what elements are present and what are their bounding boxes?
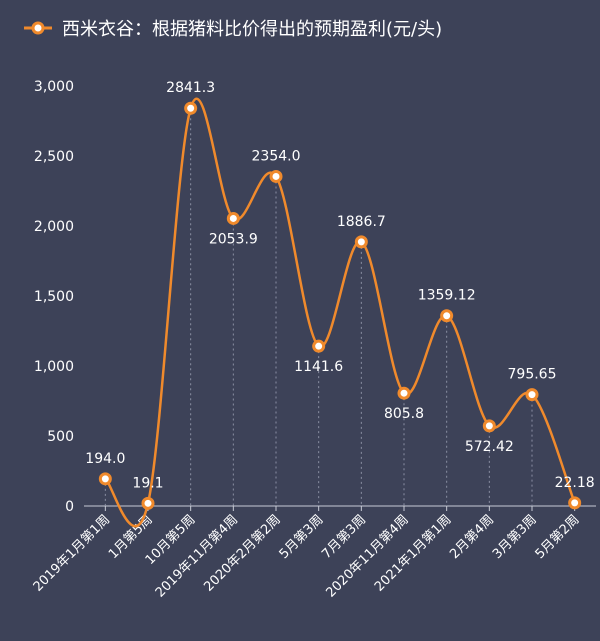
drop-lines (104, 108, 576, 506)
y-tick-label: 1,000 (34, 359, 74, 375)
data-point (568, 496, 582, 510)
data-label: 1141.6 (294, 359, 343, 375)
data-point (226, 211, 240, 225)
legend-marker-icon (31, 21, 45, 35)
x-tick-label: 3月第3周 (490, 512, 540, 562)
data-point (141, 496, 155, 510)
y-tick-label: 0 (65, 499, 74, 515)
data-label: 572.42 (465, 439, 514, 455)
data-point (354, 235, 368, 249)
x-tick-label: 2020年2月第2周 (201, 512, 283, 594)
y-tick-label: 2,000 (34, 219, 74, 235)
legend: 西米衣谷：根据猪料比价得出的预期盈利(元/头) (24, 19, 442, 40)
data-point (440, 309, 454, 323)
series-line (104, 97, 576, 528)
x-tick-label: 5月第3周 (277, 512, 327, 562)
x-axis: 2019年1月第1周1月第5周10月第5周2019年11月第4周2020年2月第… (31, 505, 596, 601)
data-label: 1359.12 (418, 288, 476, 304)
data-point (482, 419, 496, 433)
data-label: 1886.7 (337, 214, 386, 230)
data-labels: 194.0 19.1 2841.3 2053.9 2354.0 1141.6 1886.7 8… (85, 80, 594, 491)
data-label: 22.18 (555, 475, 595, 491)
legend-label: 西米衣谷：根据猪料比价得出的预期盈利(元/头) (62, 19, 442, 40)
data-point (312, 339, 326, 353)
y-tick-label: 1,500 (34, 289, 74, 305)
data-point (525, 388, 539, 402)
data-point (397, 386, 411, 400)
y-tick-label: 3,000 (34, 79, 74, 95)
y-tick-label: 500 (47, 429, 74, 445)
y-axis: 0 500 1,000 1,500 2,000 2,500 3,000 (34, 79, 74, 515)
data-label: 2053.9 (209, 231, 258, 247)
x-tick-label: 2019年1月第1周 (31, 512, 113, 594)
x-tick-label: 5月第2周 (533, 512, 583, 562)
y-tick-label: 2,500 (34, 149, 74, 165)
data-point (269, 169, 283, 183)
data-point (184, 101, 198, 115)
data-label: 2841.3 (166, 80, 215, 96)
data-label: 194.0 (85, 451, 125, 467)
data-label: 19.1 (132, 475, 163, 491)
data-label: 805.8 (384, 406, 424, 422)
data-points (98, 101, 582, 510)
data-label: 2354.0 (252, 148, 301, 164)
data-point (98, 472, 112, 486)
x-tick-label: 2月第4周 (447, 512, 497, 562)
x-tick-label: 2021年1月第1周 (372, 512, 454, 594)
data-label: 795.65 (508, 367, 557, 383)
